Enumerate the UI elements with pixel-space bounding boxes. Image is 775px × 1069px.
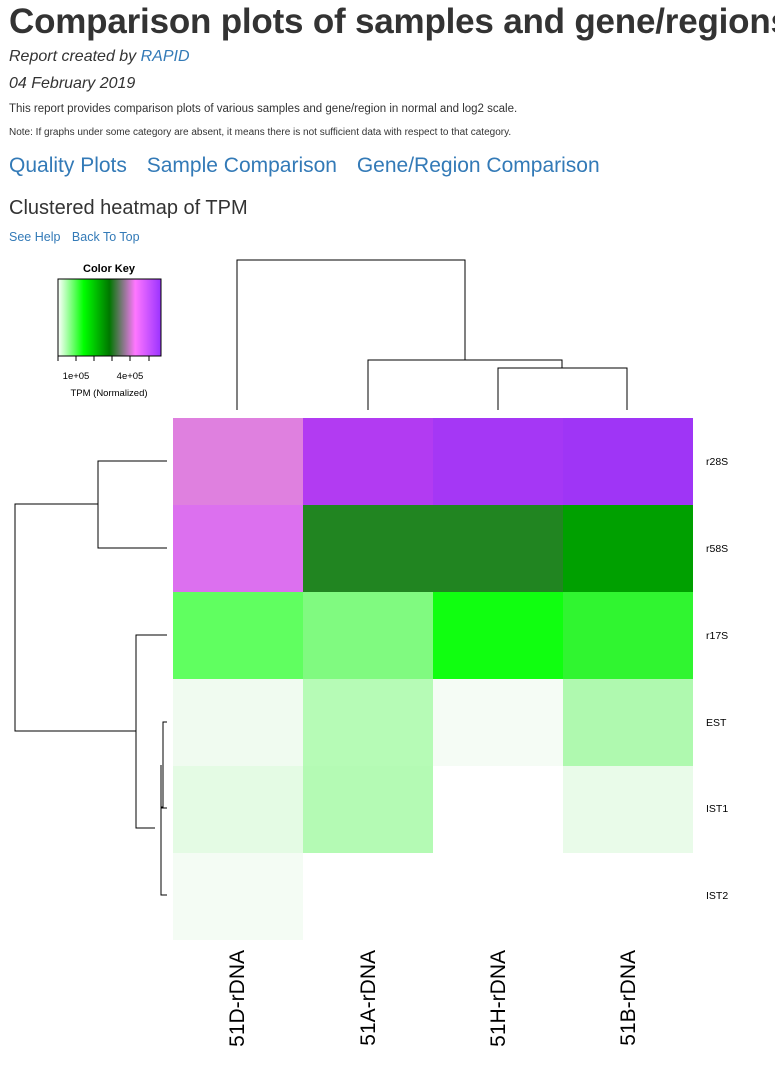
- page-title: Comparison plots of samples and gene/reg…: [9, 2, 775, 41]
- report-description: This report provides comparison plots of…: [9, 103, 518, 115]
- heatmap-cell: [563, 505, 693, 592]
- nav-quality-plots[interactable]: Quality Plots: [9, 154, 127, 177]
- heatmap-cell: [433, 766, 563, 853]
- column-label: 51A-rDNA: [357, 950, 380, 1046]
- see-help-link[interactable]: See Help: [9, 230, 61, 244]
- heatmap-cell: [433, 592, 563, 679]
- report-date: 04 February 2019: [9, 75, 136, 92]
- heatmap-cell: [173, 679, 303, 766]
- row-dendrogram: [14, 460, 167, 896]
- column-labels: 51D-rDNA 51A-rDNA 51H-rDNA 51B-rDNA: [226, 950, 640, 1047]
- heatmap-cell: [303, 418, 433, 505]
- created-by-prefix: Report created by: [9, 48, 141, 65]
- color-key-title: Color Key: [83, 263, 136, 275]
- nav-sample-comparison[interactable]: Sample Comparison: [146, 154, 337, 177]
- row-label: EST: [706, 717, 727, 729]
- report-note: Note: If graphs under some category are …: [9, 127, 512, 138]
- color-key-label: TPM (Normalized): [70, 388, 147, 399]
- column-dendrogram: [236, 259, 628, 410]
- color-key-axis: [57, 355, 161, 361]
- rapid-link[interactable]: RAPID: [140, 48, 190, 65]
- row-labels: r28S r58S r17S EST IST1 IST2: [706, 456, 728, 902]
- heatmap-cell: [303, 766, 433, 853]
- heatmap-cell: [563, 592, 693, 679]
- column-label: 51D-rDNA: [226, 950, 249, 1047]
- heatmap-cell: [173, 505, 303, 592]
- row-label: r58S: [706, 543, 728, 555]
- heatmap-cell: [433, 853, 563, 940]
- heatmap-cell: [563, 766, 693, 853]
- heatmap-cell: [173, 766, 303, 853]
- heatmap-cell: [563, 853, 693, 940]
- heatmap-cell: [433, 505, 563, 592]
- section-nav: Quality Plots Sample Comparison Gene/Reg…: [9, 154, 614, 178]
- color-key-tick-1: 1e+05: [63, 371, 90, 382]
- heatmap-cell: [173, 418, 303, 505]
- created-by-line: Report created by RAPID: [9, 48, 190, 66]
- back-to-top-link[interactable]: Back To Top: [71, 230, 140, 244]
- color-key: Color Key 1e+05 4e+05 TPM (Normalized): [57, 263, 162, 399]
- help-links: See Help Back To Top: [9, 230, 148, 244]
- heatmap-cell: [173, 853, 303, 940]
- row-label: r28S: [706, 456, 728, 468]
- heatmap-cell: [433, 418, 563, 505]
- heatmap-cell: [303, 679, 433, 766]
- heatmap-cell: [173, 592, 303, 679]
- heatmap-cell: [433, 679, 563, 766]
- heatmap-cell: [303, 853, 433, 940]
- heatmap-cell: [563, 679, 693, 766]
- color-key-gradient: [57, 278, 162, 357]
- heatmap-cell: [303, 592, 433, 679]
- row-label: IST1: [706, 803, 728, 815]
- heatmap-cell: [563, 418, 693, 505]
- column-label: 51B-rDNA: [617, 950, 640, 1046]
- row-label: r17S: [706, 630, 728, 642]
- heatmap-cell: [303, 505, 433, 592]
- color-key-tick-2: 4e+05: [117, 371, 144, 382]
- clustered-heatmap: Color Key 1e+05 4e+05 TPM (Normalized): [14, 259, 728, 1047]
- column-label: 51H-rDNA: [487, 950, 510, 1047]
- heatmap-grid: [173, 418, 693, 940]
- nav-gene-region-comparison[interactable]: Gene/Region Comparison: [356, 154, 600, 177]
- section-title: Clustered heatmap of TPM: [9, 197, 248, 219]
- row-label: IST2: [706, 890, 728, 902]
